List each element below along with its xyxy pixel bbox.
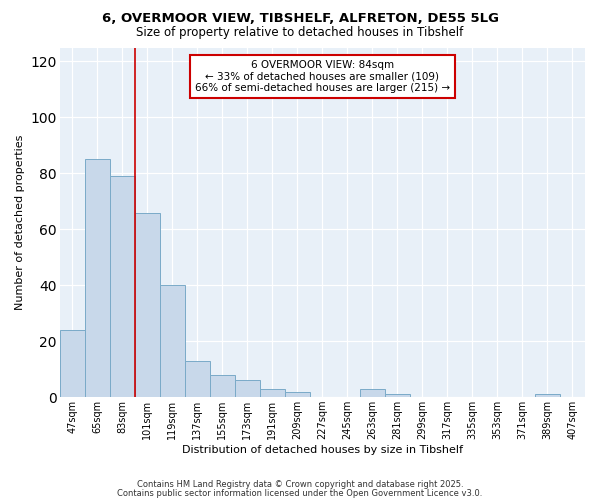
Bar — [60, 330, 85, 397]
Bar — [160, 286, 185, 397]
Text: Contains public sector information licensed under the Open Government Licence v3: Contains public sector information licen… — [118, 488, 482, 498]
Bar — [385, 394, 410, 397]
Bar — [210, 375, 235, 397]
Bar — [185, 361, 210, 397]
Text: Contains HM Land Registry data © Crown copyright and database right 2025.: Contains HM Land Registry data © Crown c… — [137, 480, 463, 489]
Bar — [285, 392, 310, 397]
Bar — [235, 380, 260, 397]
Bar — [535, 394, 560, 397]
Text: Size of property relative to detached houses in Tibshelf: Size of property relative to detached ho… — [136, 26, 464, 39]
Bar — [260, 389, 285, 397]
Y-axis label: Number of detached properties: Number of detached properties — [15, 134, 25, 310]
Text: 6, OVERMOOR VIEW, TIBSHELF, ALFRETON, DE55 5LG: 6, OVERMOOR VIEW, TIBSHELF, ALFRETON, DE… — [101, 12, 499, 26]
X-axis label: Distribution of detached houses by size in Tibshelf: Distribution of detached houses by size … — [182, 445, 463, 455]
Bar — [110, 176, 135, 397]
Bar — [360, 389, 385, 397]
Text: 6 OVERMOOR VIEW: 84sqm
← 33% of detached houses are smaller (109)
66% of semi-de: 6 OVERMOOR VIEW: 84sqm ← 33% of detached… — [195, 60, 450, 93]
Bar — [135, 212, 160, 397]
Bar — [85, 160, 110, 397]
